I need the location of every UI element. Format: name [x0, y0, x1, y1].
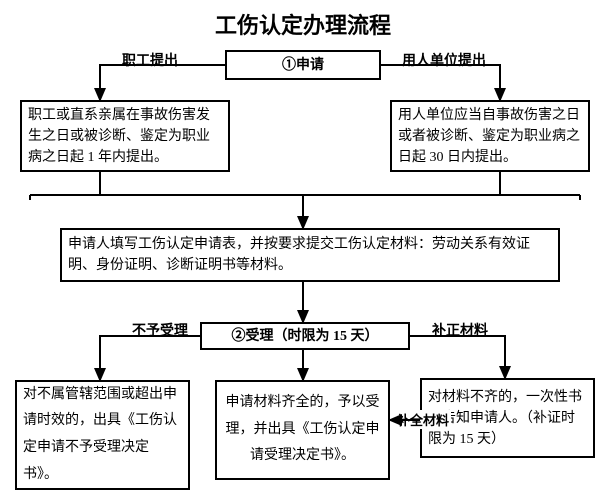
node-materials-text: 申请人填写工伤认定申请表，并按要求提交工伤认定材料：劳动关系有效证明、身份证明、… — [68, 234, 552, 276]
node-approve-text: 申请材料齐全的，予以受理，并出具《工伤认定申请受理决定书》。 — [223, 390, 382, 470]
node-employee-deadline-text: 职工或直系亲属在事故伤害发生之日或被诊断、鉴定为职业病之日起 1 年内提出。 — [28, 105, 222, 168]
node-apply: ①申请 — [225, 50, 381, 80]
node-supplement-text: 对材料不齐的，一次性书面告知申请人。（补证时限为 15 天） — [428, 387, 587, 450]
label-employee-submit: 职工提出 — [120, 50, 180, 70]
label-supplement: 补正材料 — [430, 320, 490, 340]
node-employer-deadline: 用人单位应当自事故伤害之日或者被诊断、鉴定为职业病之日起 30 日内提出。 — [390, 100, 590, 172]
label-supplement-all: 补全材料 — [395, 410, 451, 429]
node-employee-deadline: 职工或直系亲属在事故伤害发生之日或被诊断、鉴定为职业病之日起 1 年内提出。 — [20, 100, 230, 172]
node-materials: 申请人填写工伤认定申请表，并按要求提交工伤认定材料：劳动关系有效证明、身份证明、… — [60, 228, 560, 282]
label-employer-submit: 用人单位提出 — [400, 50, 488, 70]
page-title: 工伤认定办理流程 — [0, 8, 606, 40]
node-accept-text: ②受理（时限为 15 天） — [232, 326, 379, 347]
node-apply-text: ①申请 — [282, 55, 324, 76]
node-reject-text: 对不属管辖范围或超出申请时效的，出具《工伤认定申请不予受理决定书》。 — [23, 382, 182, 488]
node-approve: 申请材料齐全的，予以受理，并出具《工伤认定申请受理决定书》。 — [215, 380, 390, 480]
label-no-accept: 不予受理 — [130, 320, 190, 340]
node-accept: ②受理（时限为 15 天） — [200, 322, 410, 350]
node-employer-deadline-text: 用人单位应当自事故伤害之日或者被诊断、鉴定为职业病之日起 30 日内提出。 — [398, 105, 582, 168]
node-reject: 对不属管辖范围或超出申请时效的，出具《工伤认定申请不予受理决定书》。 — [15, 380, 190, 490]
